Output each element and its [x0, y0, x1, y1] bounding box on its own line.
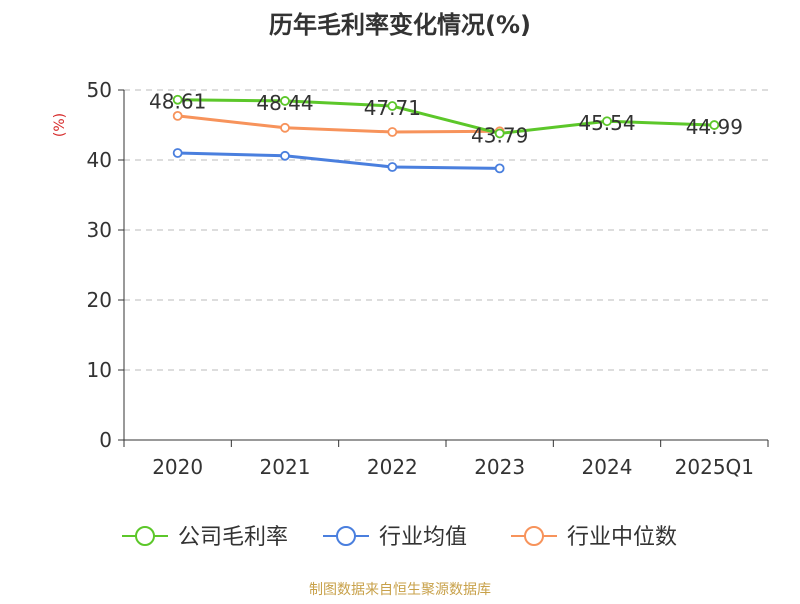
- legend: 公司毛利率 行业均值 行业中位数: [122, 525, 677, 550]
- x-tick-label: 2024: [582, 455, 633, 479]
- data-point: [172, 148, 183, 158]
- x-tick-label: 2022: [367, 455, 418, 479]
- series-3: [172, 111, 505, 137]
- data-point: [387, 162, 398, 172]
- x-tick-label: 2023: [474, 455, 525, 479]
- series-lines: [172, 94, 720, 174]
- y-tick-label: 20: [87, 288, 112, 312]
- data-point: [494, 128, 505, 139]
- y-tick-label: 50: [87, 78, 112, 102]
- data-point: [172, 94, 183, 105]
- data-label: 48.61: [149, 90, 206, 114]
- series-1: [172, 94, 720, 139]
- data-point: [280, 122, 290, 133]
- chart-title: 历年毛利率变化情况(%): [269, 11, 531, 39]
- x-tick-label: 2020: [152, 455, 203, 479]
- y-axis-label: (%): [52, 113, 68, 137]
- data-point: [602, 116, 612, 127]
- data-point: [280, 150, 290, 161]
- data-label: 43.79: [471, 123, 528, 147]
- y-tick-label: 40: [87, 148, 112, 172]
- legend-item: 行业中位数: [511, 525, 677, 550]
- legend-item: 行业均值: [323, 525, 467, 550]
- legend-swatch-marker: [135, 526, 155, 546]
- legend-swatch-marker: [336, 526, 356, 546]
- data-point: [172, 111, 183, 121]
- data-labels: 48.61 48.44 47.71 43.79 45.54 44.99: [149, 90, 743, 148]
- data-point: [280, 96, 290, 106]
- data-label: 45.54: [578, 111, 635, 135]
- series-line: [177, 151, 500, 170]
- data-label: 47.71: [364, 96, 421, 120]
- axes: 0 10 20 30 40 50 2020 2021 2022 2023 2024 2025Q1: [87, 78, 769, 479]
- legend-label: 公司毛利率: [178, 525, 288, 550]
- legend-label: 行业中位数: [567, 525, 677, 550]
- data-label: 48.44: [256, 91, 313, 115]
- y-tick-label: 30: [87, 218, 112, 242]
- series-line: [177, 98, 715, 135]
- source-note: 制图数据来自恒生聚源数据库: [309, 582, 491, 598]
- legend-swatch-marker: [524, 526, 544, 546]
- data-point: [387, 101, 398, 111]
- x-tick-label: 2025Q1: [675, 455, 754, 479]
- legend-label: 行业均值: [379, 525, 467, 550]
- series-line: [177, 114, 500, 134]
- grid-lines: [124, 89, 768, 371]
- legend-item: 公司毛利率: [122, 525, 288, 550]
- y-tick-label: 10: [87, 358, 112, 382]
- x-tick-label: 2021: [260, 455, 311, 479]
- series-2: [172, 148, 505, 174]
- data-point: [709, 120, 720, 130]
- data-point: [387, 127, 398, 137]
- y-tick-label: 0: [99, 428, 112, 452]
- data-label: 44.99: [686, 115, 743, 139]
- data-point: [494, 163, 505, 174]
